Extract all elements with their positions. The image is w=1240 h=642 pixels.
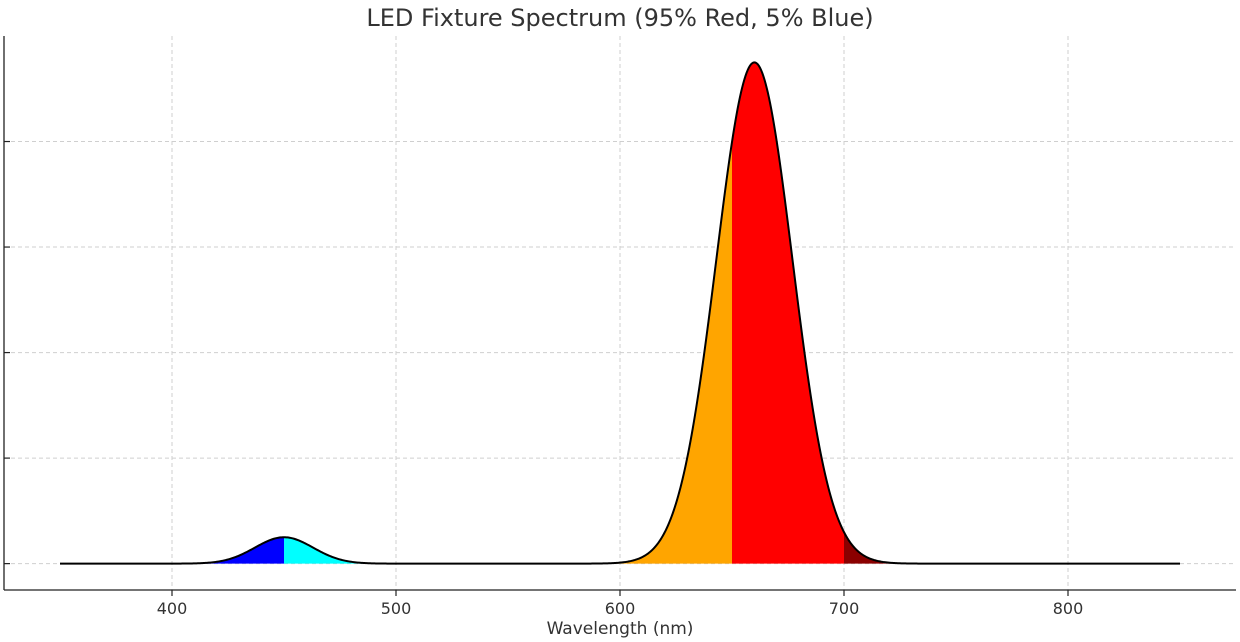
spectrum-curve (60, 61, 1180, 565)
chart-title: LED Fixture Spectrum (95% Red, 5% Blue) (366, 4, 873, 32)
x-tick-label: 400 (157, 599, 188, 618)
color-band (127, 537, 284, 564)
x-tick-label: 500 (381, 599, 412, 618)
color-band (284, 537, 385, 564)
axes-layer: 400 500 600 700 800 (3, 36, 1236, 618)
color-band (732, 62, 844, 564)
color-band-layer (127, 62, 1024, 564)
grid-layer (4, 36, 1236, 590)
x-tick-label: 700 (829, 599, 860, 618)
x-tick-label: 800 (1053, 599, 1084, 618)
color-band (597, 142, 732, 564)
x-tick-label: 600 (605, 599, 636, 618)
color-band (844, 532, 1024, 564)
x-axis-label: Wavelength (nm) (547, 619, 694, 639)
